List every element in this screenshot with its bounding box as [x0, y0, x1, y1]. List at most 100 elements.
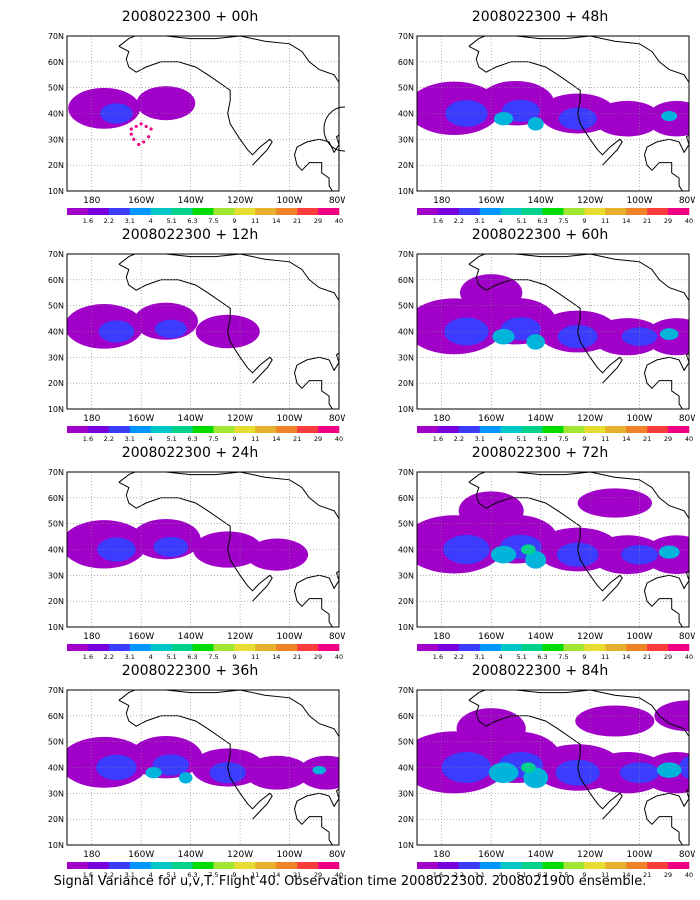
- flight-track-point: [149, 127, 153, 131]
- colorbar-label: 6.3: [187, 871, 197, 879]
- colorbar-segment: [255, 644, 277, 651]
- colorbar-label: 2.2: [454, 217, 464, 225]
- lat-label: 40N: [48, 110, 64, 119]
- colorbar-label: 14: [622, 217, 630, 225]
- colorbar-segment: [437, 862, 460, 869]
- colorbar-segment: [605, 644, 627, 651]
- colorbar-label: 2.2: [104, 217, 114, 225]
- coastline: [468, 690, 689, 845]
- colorbar-label: 14: [272, 435, 280, 443]
- lat-label: 70N: [398, 250, 414, 259]
- lon-label: 120W: [227, 850, 253, 860]
- lat-label: 60N: [398, 276, 414, 285]
- lat-label: 70N: [398, 468, 414, 477]
- colorbar-label: 3.1: [475, 435, 485, 443]
- lon-label: 180: [83, 850, 100, 860]
- lat-label: 30N: [398, 135, 414, 144]
- colorbar-label: 11: [251, 217, 259, 225]
- variance-shading: [417, 488, 689, 575]
- colorbar-label: 3.1: [125, 217, 135, 225]
- colorbar-segment: [521, 426, 543, 433]
- colorbar-label: 6.3: [187, 217, 197, 225]
- colorbar-label: 9: [582, 871, 586, 879]
- coastline: [118, 254, 339, 409]
- coastline: [468, 45, 623, 166]
- colorbar-segment: [500, 862, 522, 869]
- colorbar-segment: [479, 208, 501, 215]
- colorbar-label: 21: [643, 871, 651, 879]
- map-panel: 2008022300 + 48h 70N 60N 50N 40N 30N 20N 10N 180…: [385, 6, 695, 225]
- colorbar-segment: [255, 208, 277, 215]
- colorbar-label: 3.1: [125, 435, 135, 443]
- colorbar-label: 11: [601, 435, 609, 443]
- colorbar-segment: [479, 862, 501, 869]
- lon-label: 100W: [277, 850, 303, 860]
- colorbar-label: 4: [499, 435, 503, 443]
- lon-label: 180: [433, 632, 450, 642]
- colorbar-label: 11: [251, 435, 259, 443]
- lat-label: 10N: [398, 623, 414, 632]
- variance-map: 70N 60N 50N 40N 30N 20N 10N 180 160W 140W 120W 100W…: [48, 250, 345, 443]
- lat-label: 20N: [398, 815, 414, 824]
- lat-label: 70N: [398, 32, 414, 41]
- colorbar-segment: [129, 862, 151, 869]
- lat-label: 20N: [398, 597, 414, 606]
- colorbar-segment: [150, 862, 172, 869]
- colorbar-segment: [171, 208, 193, 215]
- colorbar-label: 2.2: [454, 871, 464, 879]
- colorbar-label: 11: [601, 653, 609, 661]
- colorbar-label: 40: [335, 217, 343, 225]
- lat-label: 60N: [398, 58, 414, 67]
- lat-label: 70N: [398, 686, 414, 695]
- colorbar-label: 2.2: [104, 871, 114, 879]
- colorbar-label: 9: [232, 653, 236, 661]
- lat-label: 70N: [48, 32, 64, 41]
- lon-label: 100W: [627, 850, 653, 860]
- lat-label: 30N: [398, 789, 414, 798]
- lat-label: 60N: [48, 712, 64, 721]
- lat-label: 50N: [398, 84, 414, 93]
- colorbar-segment: [171, 426, 193, 433]
- lon-label: 100W: [277, 196, 303, 206]
- lat-label: 10N: [48, 187, 64, 196]
- flight-track-point: [139, 122, 143, 126]
- lon-label: 140W: [528, 632, 554, 642]
- variance-map: 70N 60N 50N 40N 30N 20N 10N 180 160W 140W 120W 100W…: [398, 32, 695, 225]
- colorbar-segment: [234, 644, 256, 651]
- lon-label: 140W: [528, 414, 554, 424]
- variance-map: 70N 60N 50N 40N 30N 20N 10N 180 160W 140W 120W 100W…: [398, 250, 695, 443]
- colorbar-segment: [150, 644, 172, 651]
- coastline: [468, 263, 623, 384]
- colorbar-label: 2.2: [104, 653, 114, 661]
- colorbar-label: 3.1: [125, 871, 135, 879]
- colorbar-label: 3.1: [475, 871, 485, 879]
- colorbar-label: 1.6: [433, 871, 443, 879]
- colorbar-segment: [458, 862, 481, 869]
- lat-label: 20N: [48, 379, 64, 388]
- flight-track-point: [142, 140, 146, 144]
- colorbar-label: 29: [314, 653, 322, 661]
- colorbar-label: 9: [232, 435, 236, 443]
- coastline: [468, 254, 689, 409]
- colorbar-label: 6.3: [187, 435, 197, 443]
- map-panel: 2008022300 + 36h 70N 60N 50N 40N 30N 20N 10N 180…: [35, 660, 345, 879]
- panel-title: 2008022300 + 24h: [121, 445, 259, 461]
- colorbar-label: 4: [499, 217, 503, 225]
- colorbar-label: 40: [335, 871, 343, 879]
- lon-label: 100W: [277, 414, 303, 424]
- lon-label: 180: [83, 632, 100, 642]
- colorbar-label: 1.6: [83, 653, 93, 661]
- colorbar-label: 9: [232, 871, 236, 879]
- panel-title: 2008022300 + 48h: [471, 9, 609, 25]
- lon-label: 100W: [627, 196, 653, 206]
- colorbar-segment: [626, 862, 648, 869]
- colorbar-label: 29: [664, 871, 672, 879]
- lat-label: 20N: [398, 161, 414, 170]
- lon-label: 140W: [178, 632, 204, 642]
- lon-label: 120W: [577, 196, 603, 206]
- colorbar-label: 40: [685, 871, 693, 879]
- lon-label: 100W: [627, 414, 653, 424]
- lat-label: 10N: [48, 623, 64, 632]
- lat-label: 50N: [48, 738, 64, 747]
- colorbar-segment: [192, 208, 214, 215]
